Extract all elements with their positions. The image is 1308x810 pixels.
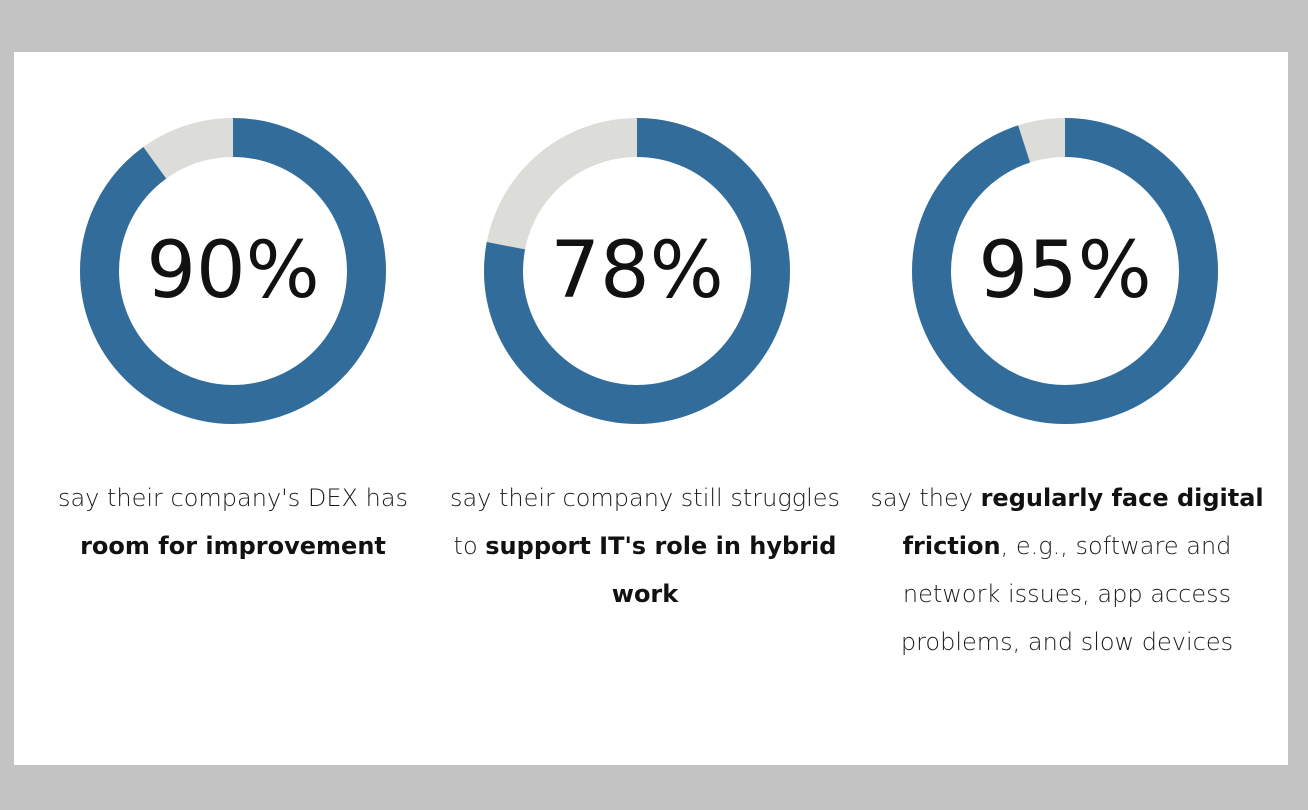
donut-svg: 95% bbox=[912, 118, 1218, 424]
stat-caption: say their company still struggles to sup… bbox=[445, 474, 845, 618]
caption-highlight: room for improvement bbox=[80, 532, 386, 560]
donut-value-arc bbox=[484, 118, 790, 424]
donut-chart: 90% bbox=[80, 118, 386, 424]
caption-part: say they bbox=[870, 484, 981, 512]
stats-card: 90% say their company's DEX has room for… bbox=[14, 52, 1288, 765]
donut-chart: 78% bbox=[484, 118, 790, 424]
stat-caption: say they regularly face digital friction… bbox=[867, 474, 1267, 666]
donut-value-arc bbox=[80, 118, 386, 424]
donut-percent-label: 95% bbox=[978, 226, 1151, 316]
donut-svg: 90% bbox=[80, 118, 386, 424]
donut-value-arc bbox=[912, 118, 1218, 424]
caption-part: , e.g., software and network issues, app… bbox=[900, 532, 1234, 656]
stat-caption: say their company's DEX has room for imp… bbox=[33, 474, 433, 570]
donut-svg: 78% bbox=[484, 118, 790, 424]
donut-percent-label: 90% bbox=[146, 226, 319, 316]
caption-highlight: support IT's role in hybrid work bbox=[485, 532, 837, 608]
caption-part: say their company's DEX has bbox=[57, 484, 409, 512]
donut-percent-label: 78% bbox=[550, 226, 723, 316]
donut-chart: 95% bbox=[912, 118, 1218, 424]
caption-part: say their company still struggles to bbox=[449, 484, 841, 560]
caption-highlight: regularly face digital friction bbox=[902, 484, 1264, 560]
